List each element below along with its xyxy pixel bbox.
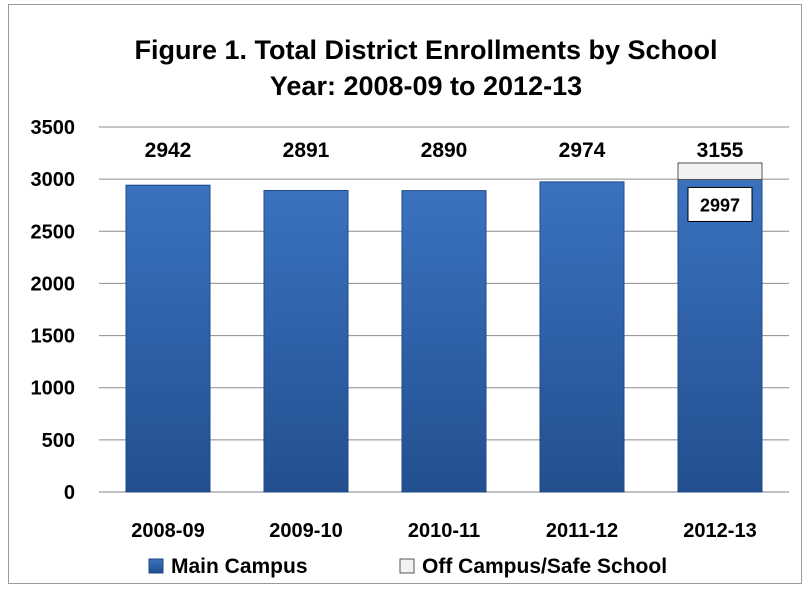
bar-main-campus-2011-12 [539,181,625,493]
x-category-label-2011-12: 2011-12 [546,520,618,542]
chart-title-line-1: Figure 1. Total District Enrollments by … [134,35,717,65]
legend-label-off-campus: Off Campus/Safe School [422,555,667,578]
x-axis-categories: 2008-09 2009-10 2010-11 2011-12 2012-13 [131,520,756,542]
x-category-label-2012-13: 2012-13 [683,520,756,542]
bar-chart: Figure 1. Total District Enrollments by … [31,35,789,578]
y-tick-label-500: 500 [42,430,75,452]
data-labels: 2942 2891 2890 2974 3155 2997 [145,139,753,222]
x-category-label-2009-10: 2009-10 [269,520,342,542]
y-tick-label-3500: 3500 [31,117,76,139]
total-label-2009-10: 2891 [283,139,330,162]
legend-swatch-off-campus [399,558,415,574]
total-label-2011-12: 2974 [559,139,606,162]
y-tick-label-3000: 3000 [31,169,76,191]
y-axis-ticks: 0 500 1000 1500 2000 2500 3000 3500 [31,117,76,504]
bar-main-campus-2008-09 [125,184,211,493]
legend: Main Campus Off Campus/Safe School [148,555,667,578]
y-tick-label-1500: 1500 [31,326,76,348]
x-category-label-2008-09: 2008-09 [131,520,204,542]
y-tick-label-2500: 2500 [31,221,76,243]
total-label-2012-13: 3155 [697,139,744,162]
bar-main-campus-2010-11 [401,190,487,493]
chart-title-line-2: Year: 2008-09 to 2012-13 [270,71,582,101]
bar-main-campus-2009-10 [263,190,349,493]
inner-label-box-2012-13 [687,186,753,222]
chart-frame: Figure 1. Total District Enrollments by … [8,4,802,584]
bars [125,162,763,493]
total-label-2008-09: 2942 [145,139,192,162]
y-tick-label-0: 0 [64,482,75,504]
legend-label-main-campus: Main Campus [171,555,308,578]
y-tick-label-2000: 2000 [31,273,76,295]
x-category-label-2010-11: 2010-11 [408,520,480,542]
y-tick-label-1000: 1000 [31,378,76,400]
total-label-2010-11: 2890 [421,139,468,162]
legend-swatch-main-campus [148,558,164,574]
inner-label-2012-13: 2997 [700,195,740,215]
bar-main-campus-2012-13 [677,178,763,493]
bar-off-campus-2012-13 [677,162,763,180]
